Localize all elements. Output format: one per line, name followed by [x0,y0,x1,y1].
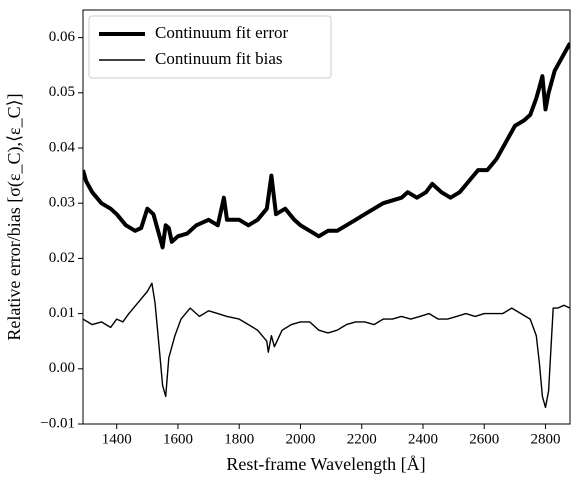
x-tick-label: 1400 [102,431,132,447]
y-tick-label: 0.04 [49,139,76,155]
x-tick-label: 2800 [530,431,560,447]
x-tick-label: 2400 [408,431,438,447]
x-tick-label: 2600 [469,431,499,447]
y-tick-label: 0.02 [49,250,75,266]
series-line [83,42,570,250]
legend-box [88,15,332,79]
x-tick-label: 2000 [285,431,315,447]
y-tick-label: 0.01 [49,305,75,321]
legend-label: Continuum fit error [155,23,288,42]
y-tick-label: 0.05 [49,84,75,100]
legend-label: Continuum fit bias [155,49,283,68]
y-tick-label: −0.01 [40,415,75,431]
y-tick-label: 0.03 [49,195,75,211]
series-line [83,282,570,409]
x-tick-label: 2200 [347,431,377,447]
y-axis-label: Relative error/bias [σ(ε_C),⟨ε_C⟩] [4,93,25,340]
x-axis-label: Rest-frame Wavelength [Å] [226,454,425,474]
y-tick-label: 0.06 [49,29,76,45]
plot-frame [82,9,571,425]
x-tick-label: 1800 [224,431,254,447]
y-tick-label: 0.00 [49,360,75,376]
x-tick-label: 1600 [163,431,193,447]
